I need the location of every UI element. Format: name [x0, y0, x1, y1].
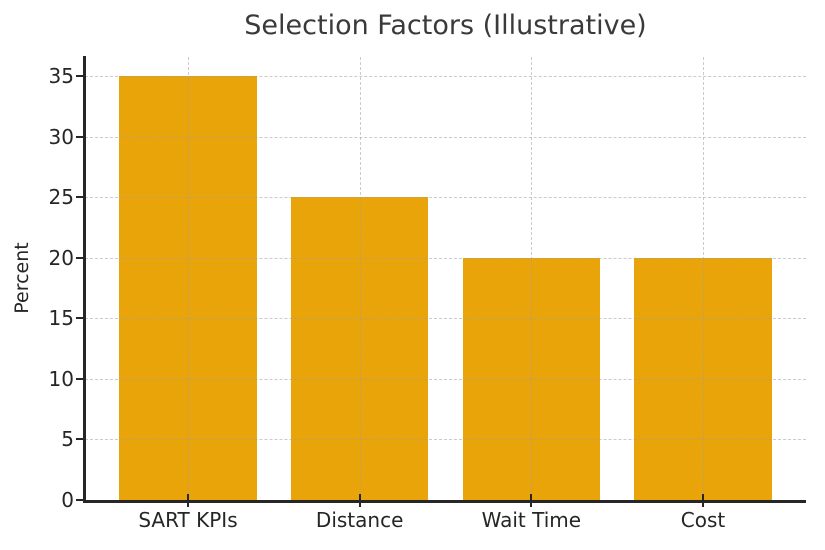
y-tick-label: 0 — [61, 488, 74, 512]
h-gridline — [85, 197, 806, 199]
y-tick-mark — [76, 317, 83, 320]
y-tick-label: 30 — [48, 124, 74, 149]
h-gridline — [85, 136, 806, 138]
h-gridline — [85, 378, 806, 380]
h-gridline — [85, 257, 806, 259]
x-tick-label-cost: Cost — [680, 508, 726, 532]
y-tick-mark — [76, 75, 83, 78]
y-tick-label: 5 — [61, 427, 74, 452]
y-tick-mark — [76, 256, 83, 259]
y-tick-label: 10 — [48, 366, 74, 391]
bottom-spine — [83, 500, 806, 503]
h-gridline — [85, 318, 806, 320]
y-tick-mark — [76, 196, 83, 199]
y-tick-label: 20 — [48, 245, 74, 270]
v-gridline — [359, 57, 361, 500]
y-tick-mark — [76, 499, 83, 501]
chart-title: Selection Factors (Illustrative) — [244, 10, 647, 41]
h-gridline — [85, 76, 806, 78]
x-tick-label-sart-kpis: SART KPIs — [138, 508, 238, 532]
x-tick-mark — [187, 494, 189, 507]
x-tick-mark — [358, 494, 361, 507]
v-gridline — [188, 57, 189, 500]
y-tick-mark — [76, 135, 83, 138]
y-tick-mark — [76, 377, 83, 380]
x-tick-mark — [702, 494, 704, 507]
v-gridline — [531, 57, 533, 500]
x-tick-mark — [530, 494, 533, 507]
y-tick-label: 35 — [48, 64, 74, 89]
v-gridline — [703, 57, 704, 500]
y-tick-label: 15 — [48, 306, 74, 331]
left-spine — [83, 56, 86, 502]
h-gridline — [85, 439, 806, 441]
y-tick-mark — [76, 438, 83, 441]
x-tick-label-distance: Distance — [315, 508, 404, 532]
y-tick-label: 25 — [48, 185, 74, 210]
x-tick-label-wait-time: Wait Time — [481, 508, 582, 532]
